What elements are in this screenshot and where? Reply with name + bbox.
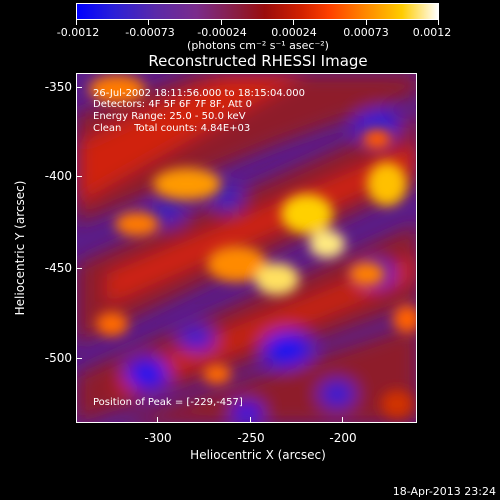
y-tick-label: -400 bbox=[44, 169, 72, 183]
y-tick bbox=[76, 358, 82, 359]
colorbar-unit-label: (photons cm⁻² s⁻¹ asec⁻²) bbox=[187, 39, 329, 52]
y-tick-label: -500 bbox=[44, 351, 72, 365]
colorbar-tick bbox=[366, 20, 367, 25]
colorbar-tick bbox=[438, 20, 439, 25]
colorbar-tick-label: -0.00073 bbox=[125, 26, 175, 39]
timestamp: 18-Apr-2013 23:24 bbox=[392, 485, 496, 498]
rhessi-image-canvas bbox=[77, 74, 416, 422]
x-tick bbox=[342, 417, 343, 423]
energy-range-label: Energy Range: 25.0 - 50.0 keV bbox=[93, 111, 246, 122]
y-tick-label: -450 bbox=[44, 261, 72, 275]
colorbar bbox=[76, 3, 439, 20]
y-tick bbox=[76, 87, 82, 88]
x-tick bbox=[157, 417, 158, 423]
x-tick-label: -300 bbox=[144, 431, 172, 445]
x-tick-label: -250 bbox=[237, 431, 265, 445]
colorbar-tick-label: 0.00073 bbox=[343, 26, 389, 39]
colorbar-tick-label: 0.0012 bbox=[412, 26, 452, 39]
colorbar-tick-label: 0.00024 bbox=[271, 26, 317, 39]
clean-counts-label: Clean Total counts: 4.84E+03 bbox=[93, 123, 251, 134]
colorbar-tick bbox=[221, 20, 222, 25]
x-tick bbox=[250, 417, 251, 423]
y-tick-label: -350 bbox=[44, 80, 72, 94]
colorbar-tick bbox=[76, 20, 77, 25]
colorbar-tick-label: -0.00024 bbox=[197, 26, 247, 39]
peak-position-label: Position of Peak = [-229,-457] bbox=[93, 397, 243, 408]
detectors-label: Detectors: 4F 5F 6F 7F 8F, Att 0 bbox=[93, 99, 253, 110]
image-title: Reconstructed RHESSI Image bbox=[148, 52, 368, 70]
time-range-label: 26-Jul-2002 18:11:56.000 to 18:15:04.000 bbox=[93, 88, 305, 99]
rhessi-image bbox=[76, 73, 417, 423]
y-tick bbox=[76, 176, 82, 177]
colorbar-tick bbox=[148, 20, 149, 25]
colorbar-tick-label: -0.0012 bbox=[56, 26, 100, 39]
colorbar-tick bbox=[293, 20, 294, 25]
y-axis-title: Heliocentric Y (arcsec) bbox=[13, 180, 27, 316]
x-tick-label: -200 bbox=[329, 431, 357, 445]
x-axis-title: Heliocentric X (arcsec) bbox=[190, 448, 326, 462]
y-tick bbox=[76, 268, 82, 269]
